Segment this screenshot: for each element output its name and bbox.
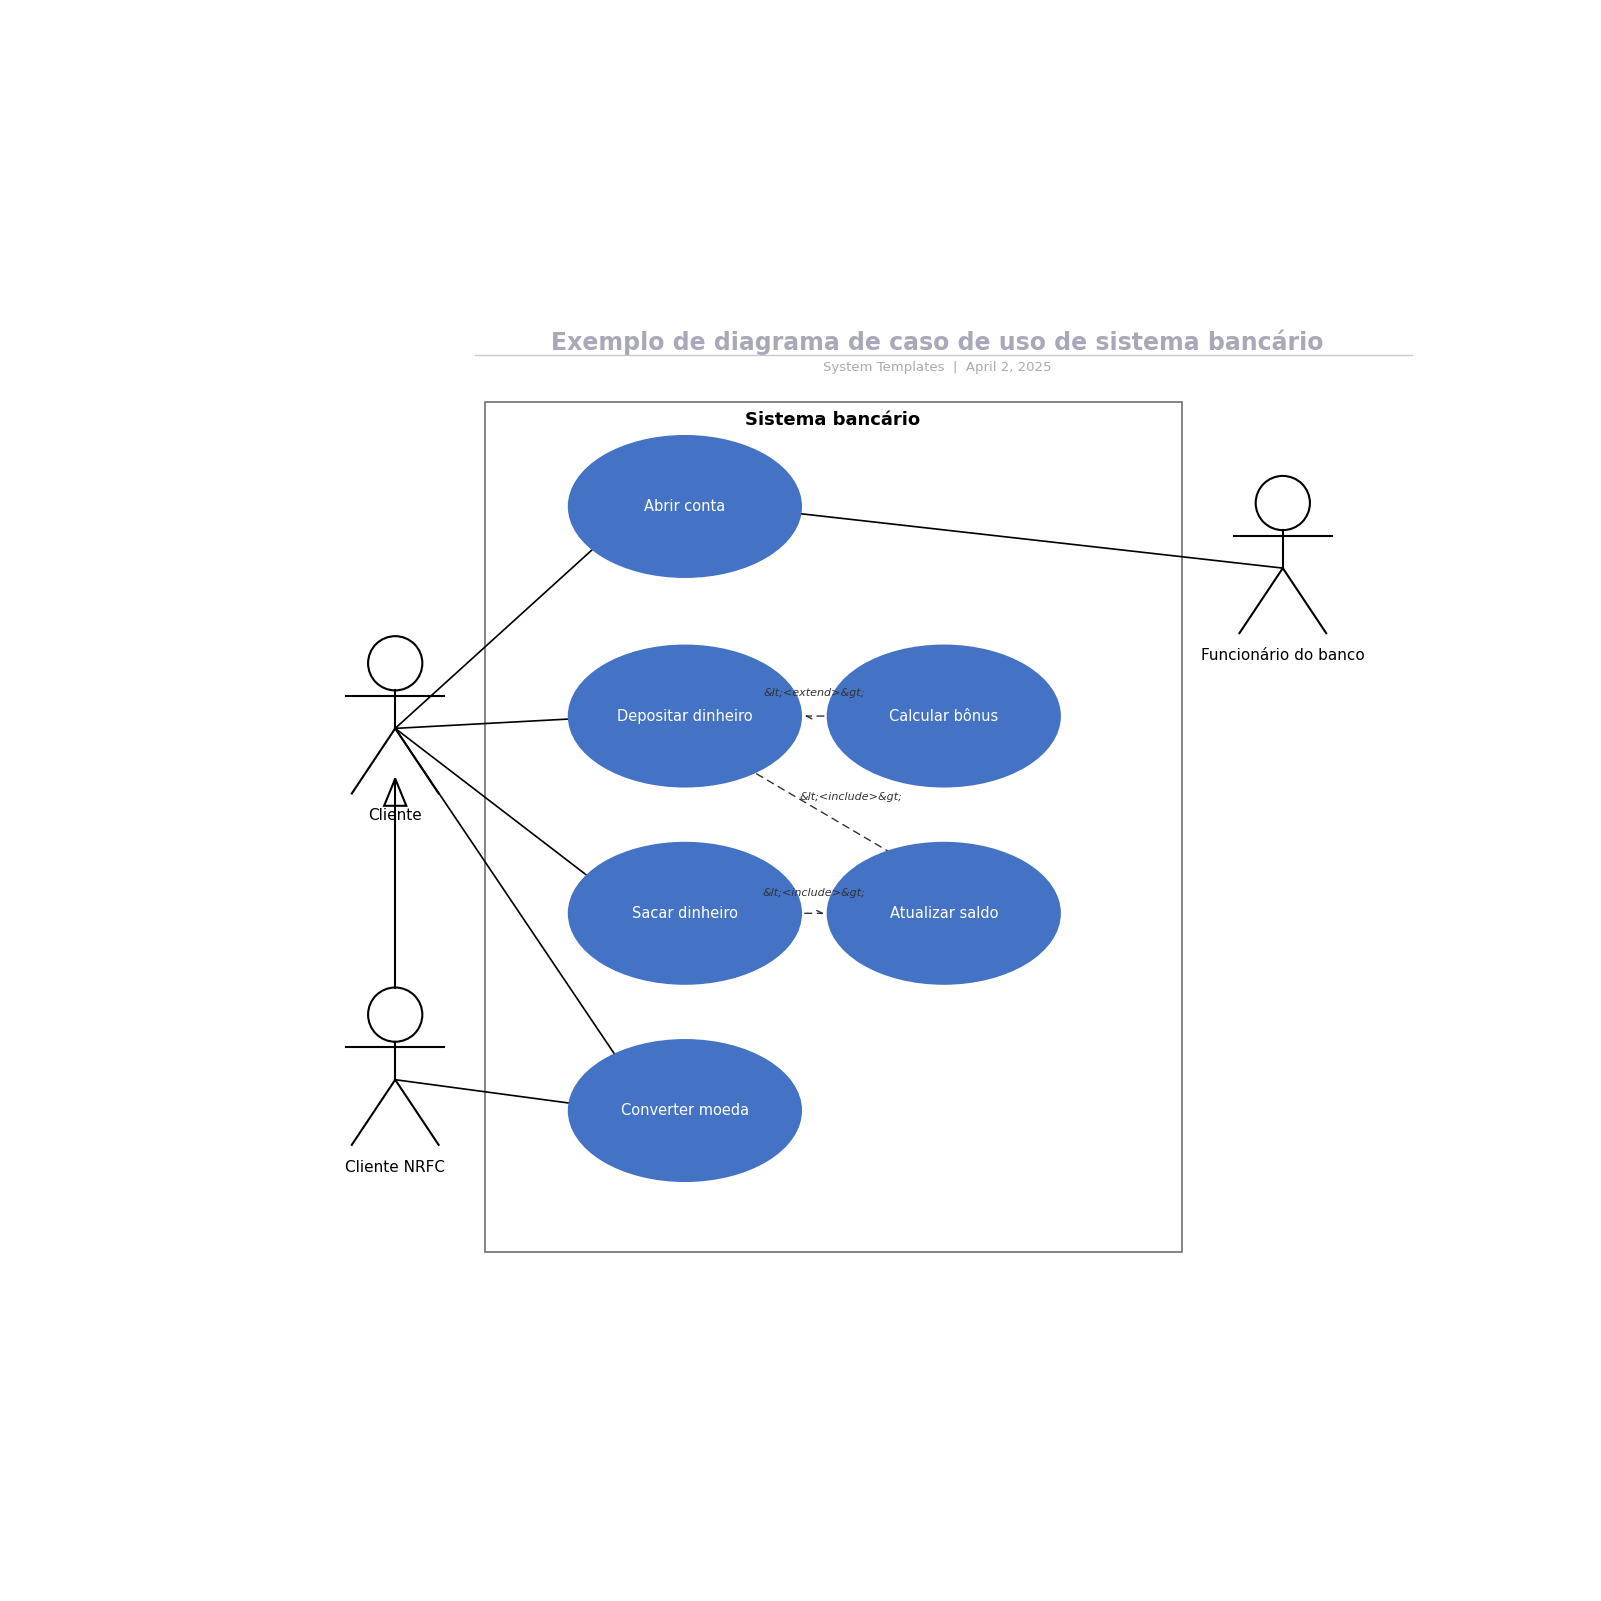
Text: Exemplo de diagrama de caso de uso de sistema bancário: Exemplo de diagrama de caso de uso de si…: [551, 330, 1324, 355]
Text: &lt;<include>&gt;: &lt;<include>&gt;: [799, 792, 901, 802]
Ellipse shape: [568, 1039, 802, 1182]
Text: System Templates  |  April 2, 2025: System Templates | April 2, 2025: [823, 360, 1052, 373]
Text: &lt;<extend>&gt;: &lt;<extend>&gt;: [764, 687, 865, 698]
Ellipse shape: [826, 842, 1061, 985]
Text: Funcionário do banco: Funcionário do banco: [1201, 648, 1364, 663]
Text: Converter moeda: Converter moeda: [621, 1103, 749, 1117]
Text: Calcular bônus: Calcular bônus: [889, 709, 999, 724]
Ellipse shape: [826, 645, 1061, 788]
Text: Abrir conta: Abrir conta: [644, 500, 725, 514]
Text: Depositar dinheiro: Depositar dinheiro: [616, 709, 752, 724]
Text: Cliente: Cliente: [368, 809, 423, 823]
Text: Cliente NRFC: Cliente NRFC: [346, 1159, 445, 1175]
Ellipse shape: [568, 645, 802, 788]
Ellipse shape: [568, 842, 802, 985]
Text: Sistema bancário: Sistema bancário: [746, 411, 921, 429]
Text: &lt;<include>&gt;: &lt;<include>&gt;: [764, 889, 866, 898]
FancyBboxPatch shape: [485, 402, 1182, 1252]
Text: Atualizar saldo: Atualizar saldo: [890, 906, 997, 921]
Ellipse shape: [568, 435, 802, 578]
Text: Sacar dinheiro: Sacar dinheiro: [632, 906, 738, 921]
